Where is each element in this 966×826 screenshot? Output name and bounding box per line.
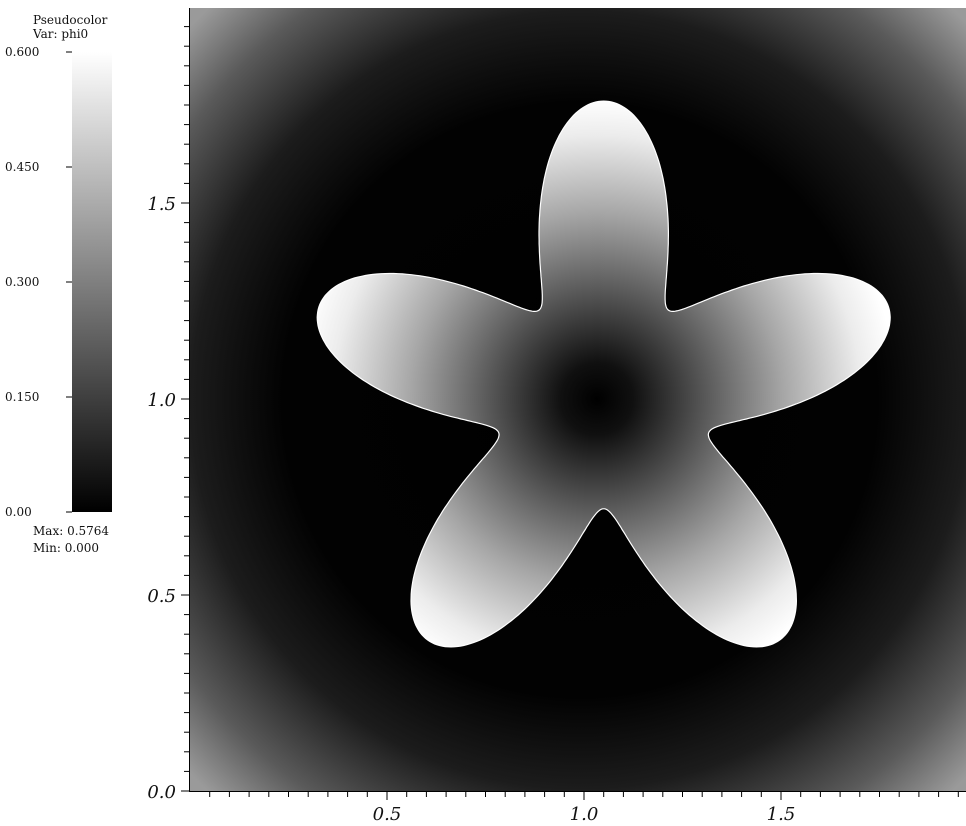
plot-area: 0.5 1.0 1.5 0.0 0.5 1.0 1.5 — [147, 8, 966, 825]
star-region — [316, 100, 891, 648]
colorbar-ticks: 0.00 0.150 0.300 0.450 0.600 — [5, 45, 72, 519]
x-tick-label: 1.5 — [767, 804, 796, 825]
colorbar-tick-label: 0.300 — [5, 275, 39, 289]
y-tick-label: 0.5 — [147, 586, 176, 607]
y-tick-label: 0.0 — [147, 782, 176, 803]
legend-min: Min: 0.000 — [33, 541, 99, 555]
legend-max: Max: 0.5764 — [33, 524, 109, 538]
legend-title: Pseudocolor — [33, 13, 108, 27]
colorbar-tick-label: 0.00 — [5, 505, 32, 519]
axis-ticks: 0.5 1.0 1.5 0.0 0.5 1.0 1.5 — [147, 26, 959, 825]
colorbar-legend: Pseudocolor Var: phi0 0.00 0.150 0.300 0.45… — [5, 13, 112, 555]
y-tick-label: 1.5 — [147, 194, 176, 215]
x-tick-label: 0.5 — [373, 804, 402, 825]
legend-variable: Var: phi0 — [32, 27, 88, 41]
y-tick-label: 1.0 — [147, 390, 176, 411]
colorbar-tick-label: 0.150 — [5, 390, 39, 404]
colorbar-tick-label: 0.600 — [5, 45, 39, 59]
x-tick-label: 1.0 — [570, 804, 599, 825]
colorbar — [72, 52, 112, 512]
colorbar-tick-label: 0.450 — [5, 160, 39, 174]
